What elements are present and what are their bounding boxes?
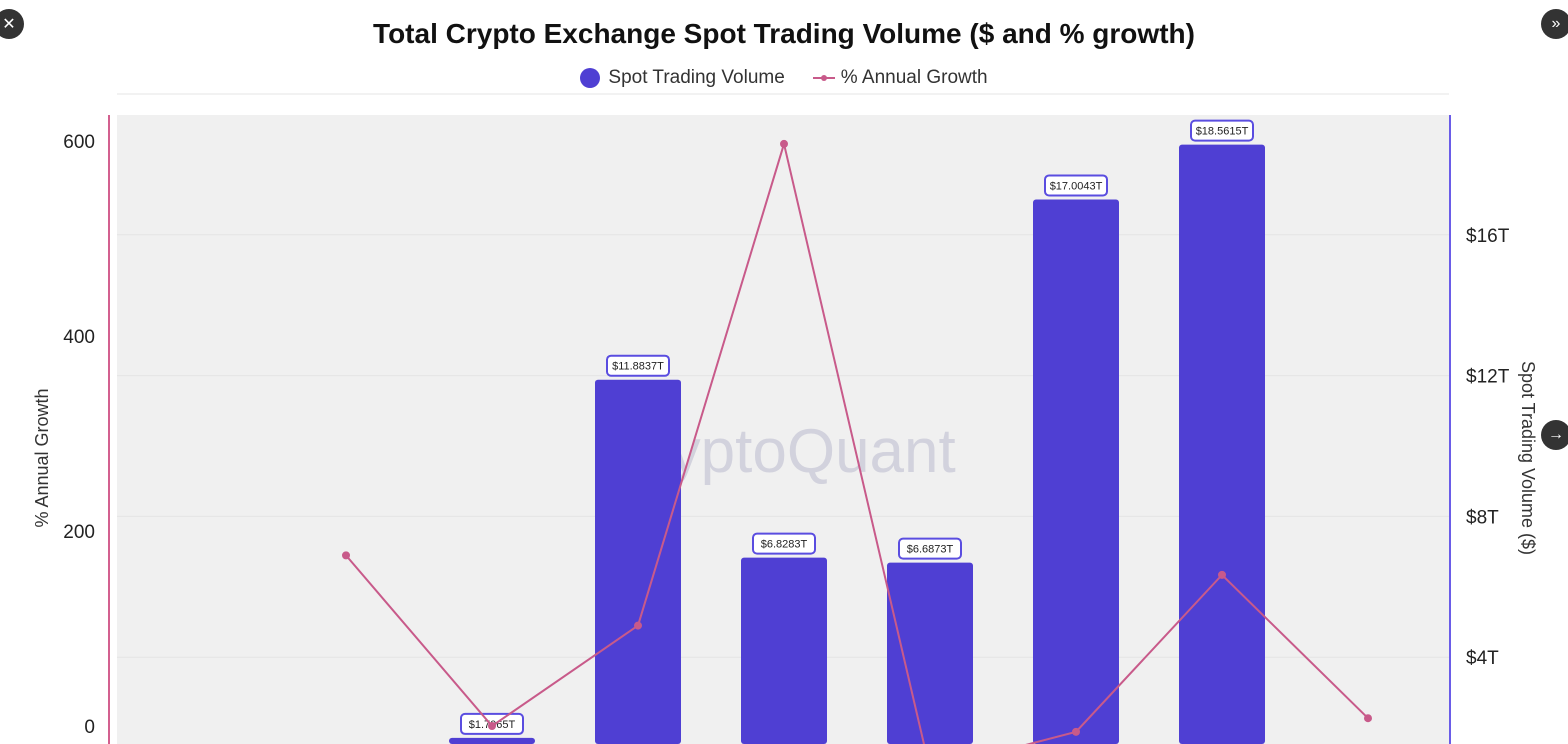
growth-point[interactable] [1364, 714, 1372, 723]
growth-point[interactable] [1072, 727, 1080, 736]
legend: Spot Trading Volume % Annual Growth [0, 67, 1568, 89]
right-tick-label: $4T [1466, 648, 1499, 669]
close-icon: ✕ [2, 16, 16, 33]
data-label: $18.5615T [1196, 126, 1249, 138]
growth-line [345, 140, 1369, 744]
bar[interactable] [1033, 199, 1119, 744]
left-axis-title: % Annual Growth [32, 388, 52, 527]
growth-point[interactable] [342, 551, 350, 560]
bar[interactable] [1179, 144, 1265, 744]
data-label-box [1190, 119, 1254, 142]
right-tick-label: $12T [1466, 367, 1510, 388]
legend-swatch-volume [580, 68, 601, 88]
left-axis-ticks: 0 200 400 600 [63, 132, 95, 738]
bar[interactable] [449, 737, 535, 744]
arrow-right-icon: → [1548, 426, 1564, 443]
left-tick-label: 600 [63, 132, 95, 153]
left-tick-label: 400 [63, 327, 95, 348]
double-chevron-right-icon: » [1551, 15, 1561, 32]
growth-point[interactable] [488, 722, 496, 730]
next-button[interactable]: » [1541, 9, 1568, 39]
growth-point[interactable] [780, 139, 788, 148]
data-label: $11.8837T [612, 361, 664, 373]
bar-series: $1.7065T$11.8837T$6.8283T$6.6873T$17.004… [449, 119, 1265, 744]
chart-title: Total Crypto Exchange Spot Trading Volum… [373, 18, 1195, 49]
growth-point[interactable] [634, 621, 642, 630]
line-series [342, 139, 1372, 744]
data-label-box [1044, 174, 1108, 197]
left-tick-label: 0 [84, 717, 95, 738]
data-label-box [898, 537, 962, 560]
close-button[interactable]: ✕ [0, 9, 24, 39]
right-axis-ticks: $4T $8T $12T $16T [1466, 226, 1510, 669]
arrow-right-button[interactable]: → [1541, 420, 1568, 450]
legend-item-growth[interactable]: % Annual Growth [812, 67, 988, 89]
left-tick-label: 200 [63, 522, 95, 543]
data-label: $6.6873T [907, 544, 954, 556]
right-axis-title: Spot Trading Volume ($) [1518, 361, 1538, 555]
legend-label-growth: % Annual Growth [840, 67, 988, 88]
bar[interactable] [595, 379, 681, 744]
data-label-box [752, 532, 816, 555]
data-label: $17.0043T [1050, 180, 1103, 192]
right-tick-label: $8T [1466, 507, 1499, 528]
legend-item-volume[interactable]: Spot Trading Volume [580, 67, 785, 89]
data-label: $6.8283T [761, 539, 808, 551]
data-label-box [606, 354, 670, 377]
bar[interactable] [741, 557, 827, 744]
legend-label-volume: Spot Trading Volume [608, 67, 785, 88]
growth-point[interactable] [1218, 570, 1226, 579]
bar[interactable] [887, 562, 973, 744]
legend-swatch-growth [812, 75, 835, 81]
right-tick-label: $16T [1466, 226, 1510, 247]
